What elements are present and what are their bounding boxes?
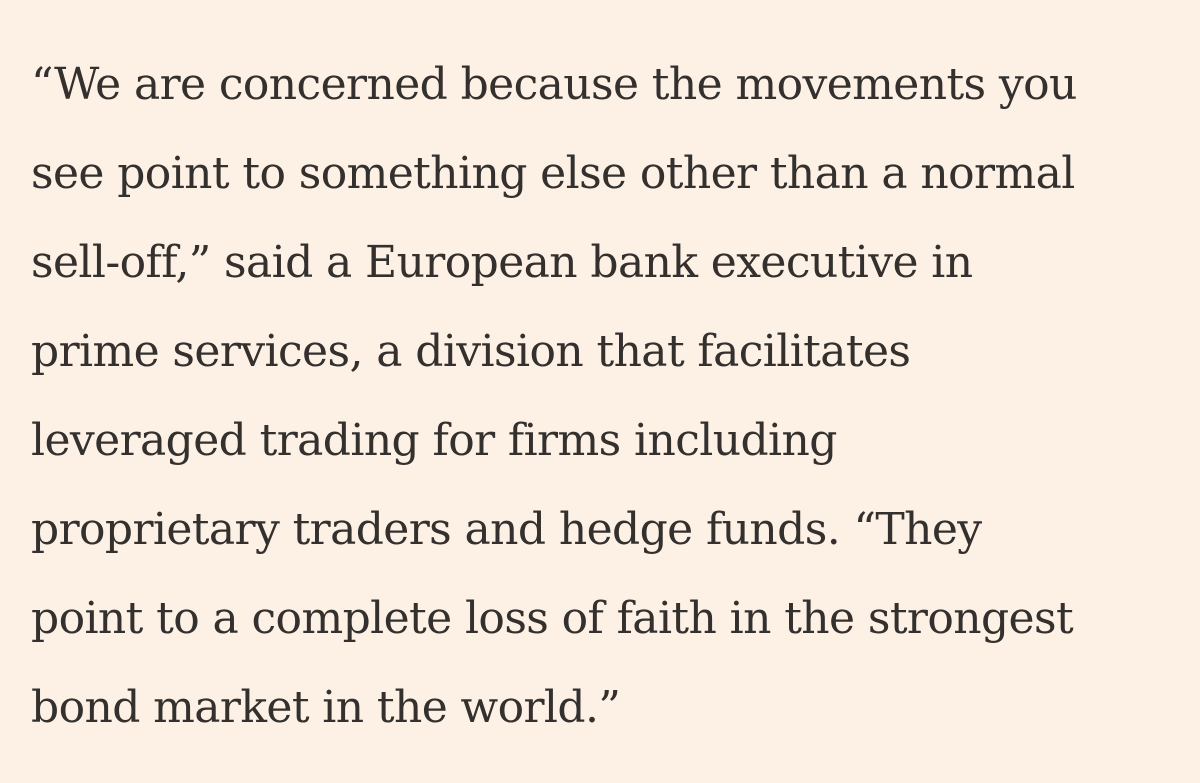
paragraph-line-5: leveraged trading for firms including bbox=[31, 415, 837, 466]
paragraph-line-2: see point to something else other than a… bbox=[31, 148, 1075, 199]
paragraph-line-1: “We are concerned because the movements … bbox=[31, 59, 1077, 110]
paragraph-line-6: proprietary traders and hedge funds. “Th… bbox=[31, 504, 982, 555]
paragraph-line-8: bond market in the world.” bbox=[31, 682, 621, 733]
quote-paragraph: “We are concerned because the movements … bbox=[31, 40, 1181, 752]
paragraph-line-3: sell-off,” said a European bank executiv… bbox=[31, 237, 973, 288]
paragraph-line-7: point to a complete loss of faith in the… bbox=[31, 593, 1074, 644]
paragraph-line-4: prime services, a division that facilita… bbox=[31, 326, 911, 377]
